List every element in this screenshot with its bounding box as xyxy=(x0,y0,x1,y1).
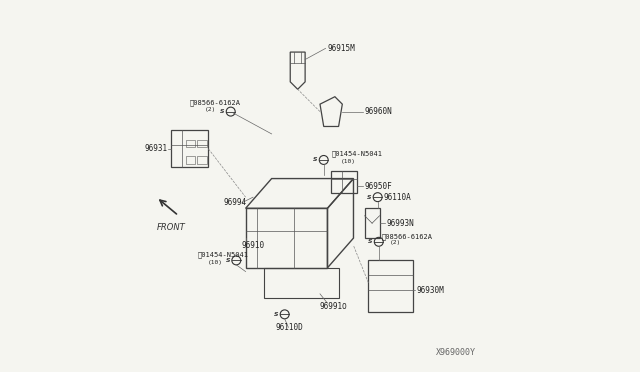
Text: (10): (10) xyxy=(340,158,355,164)
Text: (10): (10) xyxy=(207,260,223,265)
Text: 96110A: 96110A xyxy=(383,193,411,202)
Text: Ⓝ01454-N5041: Ⓝ01454-N5041 xyxy=(197,251,248,258)
Text: S: S xyxy=(220,109,225,114)
Text: X969000Y: X969000Y xyxy=(436,348,476,357)
Text: 96950F: 96950F xyxy=(365,182,392,190)
Text: FRONT: FRONT xyxy=(157,223,186,232)
Text: 96994: 96994 xyxy=(223,198,246,207)
Text: 96931: 96931 xyxy=(145,144,168,153)
Text: S: S xyxy=(225,258,230,263)
Text: S: S xyxy=(367,195,371,200)
Text: 96910: 96910 xyxy=(242,241,265,250)
Text: Ⓝ01454-N5041: Ⓝ01454-N5041 xyxy=(331,150,382,157)
Text: Ⓝ08566-6162A: Ⓝ08566-6162A xyxy=(190,99,241,106)
Text: S: S xyxy=(368,239,372,244)
Text: (2): (2) xyxy=(390,240,401,246)
Text: (2): (2) xyxy=(205,107,216,112)
Text: Ⓝ08566-6162A: Ⓝ08566-6162A xyxy=(381,233,433,240)
Text: 96110D: 96110D xyxy=(275,323,303,332)
Text: 96991Ο: 96991Ο xyxy=(320,302,348,311)
Text: 96930M: 96930M xyxy=(417,286,444,295)
Text: 96993N: 96993N xyxy=(387,219,415,228)
Text: 96915M: 96915M xyxy=(328,44,355,53)
Text: S: S xyxy=(274,312,278,317)
Text: S: S xyxy=(313,157,317,163)
Text: 96960N: 96960N xyxy=(365,107,392,116)
